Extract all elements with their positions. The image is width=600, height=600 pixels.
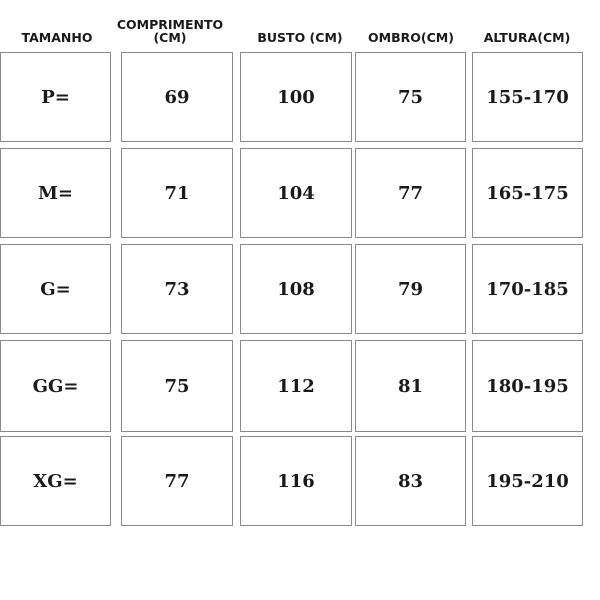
measure-cell: 77 xyxy=(355,148,466,238)
column-header: TAMANHO xyxy=(21,30,93,45)
measure-cell: 75 xyxy=(355,52,466,142)
measure-cell: 83 xyxy=(355,436,466,526)
size-cell: M= xyxy=(0,148,111,238)
measure-cell: 112 xyxy=(240,340,352,432)
measure-cell: 195-210 xyxy=(472,436,583,526)
column-header: COMPRIMENTO (CM) xyxy=(116,17,224,45)
measure-cell: 75 xyxy=(121,340,233,432)
measure-cell: 180-195 xyxy=(472,340,583,432)
measure-cell: 116 xyxy=(240,436,352,526)
measure-cell: 71 xyxy=(121,148,233,238)
measure-cell: 73 xyxy=(121,244,233,334)
measure-cell: 100 xyxy=(240,52,352,142)
measure-cell: 69 xyxy=(121,52,233,142)
measure-cell: 81 xyxy=(355,340,466,432)
measure-cell: 170-185 xyxy=(472,244,583,334)
column-header: OMBRO(CM) xyxy=(368,30,454,45)
column-header: ALTURA(CM) xyxy=(483,30,571,45)
column-header: BUSTO (CM) xyxy=(257,30,343,45)
measure-cell: 77 xyxy=(121,436,233,526)
size-cell: G= xyxy=(0,244,111,334)
size-cell: GG= xyxy=(0,340,111,432)
size-cell: XG= xyxy=(0,436,111,526)
size-cell: P= xyxy=(0,52,111,142)
measure-cell: 155-170 xyxy=(472,52,583,142)
measure-cell: 104 xyxy=(240,148,352,238)
measure-cell: 79 xyxy=(355,244,466,334)
measure-cell: 108 xyxy=(240,244,352,334)
measure-cell: 165-175 xyxy=(472,148,583,238)
